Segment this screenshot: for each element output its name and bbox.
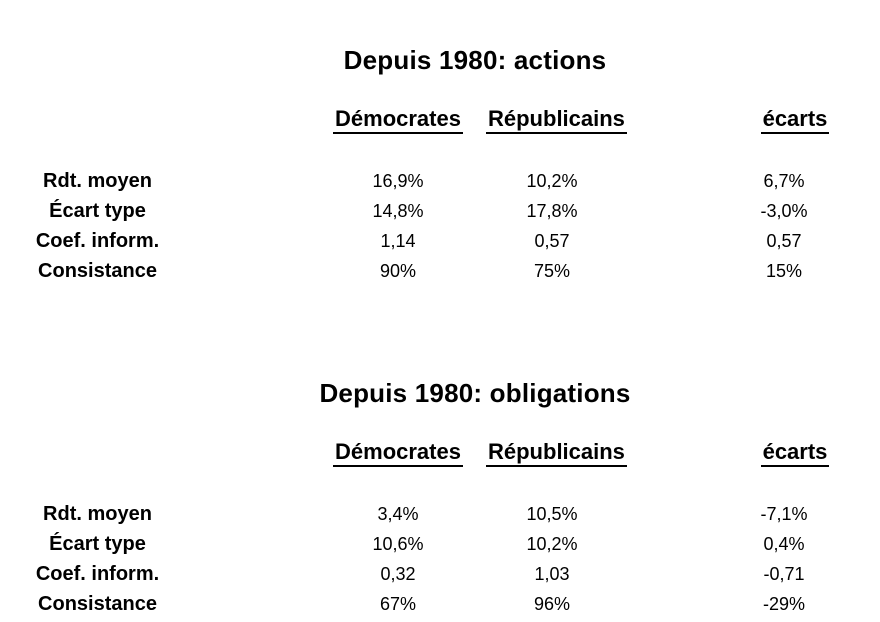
- column-spacer: [618, 226, 710, 256]
- row-label: Coef. inform.: [35, 563, 160, 585]
- cell-value: 14,8%: [372, 201, 424, 221]
- table-header-row: Démocrates Républicains écarts: [0, 440, 880, 467]
- table-row: Écart type 10,6% 10,2% 0,4%: [0, 529, 880, 559]
- cell-value: -29%: [762, 594, 806, 614]
- column-spacer: [195, 529, 310, 559]
- table-body: Rdt. moyen 16,9% 10,2% 6,7% Écart type 1…: [0, 166, 880, 286]
- column-spacer: [618, 256, 710, 286]
- column-spacer: [618, 559, 710, 589]
- column-spacer: [195, 499, 310, 529]
- column-header-republicains: Républicains: [486, 440, 627, 467]
- cell-value: 6,7%: [763, 171, 805, 191]
- cell-value: 0,4%: [763, 534, 805, 554]
- table-row: Consistance 67% 96% -29%: [0, 589, 880, 619]
- header-label-spacer: [0, 440, 195, 467]
- column-spacer: [618, 196, 710, 226]
- column-spacer: [618, 166, 710, 196]
- cell-value: 1,14: [380, 231, 416, 251]
- column-spacer: [195, 559, 310, 589]
- cell-value: 10,6%: [372, 534, 424, 554]
- row-label: Rdt. moyen: [43, 503, 152, 525]
- column-spacer: [195, 589, 310, 619]
- column-header-democrates: Démocrates: [333, 440, 463, 467]
- cell-value: 0,57: [766, 231, 802, 251]
- cell-value: 10,2%: [526, 534, 578, 554]
- column-header-republicains: Républicains: [486, 107, 627, 134]
- column-spacer: [618, 107, 710, 134]
- column-spacer: [195, 440, 310, 467]
- column-header-ecarts: écarts: [760, 440, 830, 467]
- column-spacer: [195, 196, 310, 226]
- cell-value: -3,0%: [760, 201, 808, 221]
- cell-value: 0,57: [534, 231, 570, 251]
- table-title: Depuis 1980: actions: [343, 45, 607, 75]
- cell-value: 0,32: [380, 564, 416, 584]
- stats-table-actions: Depuis 1980: actions Démocrates Républic…: [0, 45, 880, 288]
- cell-value: 90%: [379, 261, 417, 281]
- table-title: Depuis 1980: obligations: [319, 378, 631, 408]
- row-label: Rdt. moyen: [43, 170, 152, 192]
- header-label-spacer: [0, 107, 195, 134]
- column-spacer: [195, 226, 310, 256]
- table-row: Écart type 14,8% 17,8% -3,0%: [0, 196, 880, 226]
- cell-value: 75%: [533, 261, 571, 281]
- table-header-row: Démocrates Républicains écarts: [0, 107, 880, 134]
- cell-value: 3,4%: [377, 504, 419, 524]
- cell-value: 15%: [765, 261, 803, 281]
- column-spacer: [195, 166, 310, 196]
- row-label: Écart type: [49, 200, 146, 222]
- row-label: Coef. inform.: [35, 230, 160, 252]
- cell-value: 67%: [379, 594, 417, 614]
- stats-table-obligations: Depuis 1980: obligations Démocrates Répu…: [0, 378, 880, 621]
- column-spacer: [618, 440, 710, 467]
- cell-value: 1,03: [534, 564, 570, 584]
- table-body: Rdt. moyen 3,4% 10,5% -7,1% Écart type 1…: [0, 499, 880, 619]
- column-spacer: [618, 529, 710, 559]
- cell-value: 96%: [533, 594, 571, 614]
- cell-value: 16,9%: [372, 171, 424, 191]
- column-header-democrates: Démocrates: [333, 107, 463, 134]
- cell-value: 10,2%: [526, 171, 578, 191]
- cell-value: 10,5%: [526, 504, 578, 524]
- table-row: Rdt. moyen 16,9% 10,2% 6,7%: [0, 166, 880, 196]
- column-spacer: [618, 499, 710, 529]
- table-row: Coef. inform. 0,32 1,03 -0,71: [0, 559, 880, 589]
- table-row: Coef. inform. 1,14 0,57 0,57: [0, 226, 880, 256]
- table-row: Consistance 90% 75% 15%: [0, 256, 880, 286]
- column-spacer: [618, 589, 710, 619]
- row-label: Consistance: [38, 593, 157, 615]
- cell-value: 17,8%: [526, 201, 578, 221]
- cell-value: -7,1%: [760, 504, 808, 524]
- table-row: Rdt. moyen 3,4% 10,5% -7,1%: [0, 499, 880, 529]
- cell-value: -0,71: [763, 564, 805, 584]
- column-header-ecarts: écarts: [760, 107, 830, 134]
- column-spacer: [195, 107, 310, 134]
- column-spacer: [195, 256, 310, 286]
- row-label: Consistance: [38, 260, 157, 282]
- row-label: Écart type: [49, 533, 146, 555]
